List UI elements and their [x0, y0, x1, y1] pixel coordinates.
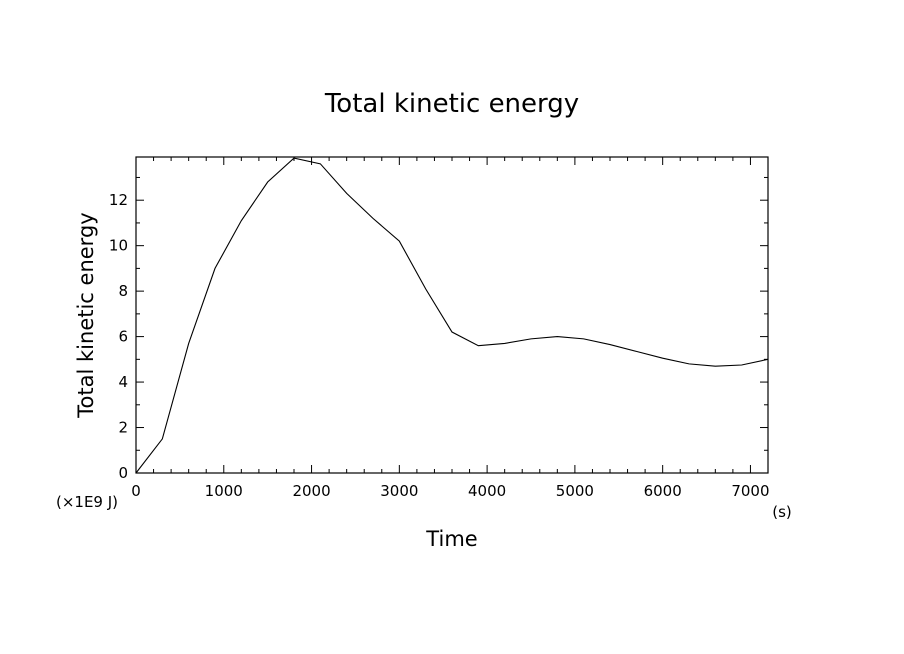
series-line: [135, 157, 769, 474]
x-tick-label: 3000: [380, 482, 418, 500]
x-tick-label: 7000: [731, 482, 769, 500]
x-tick-label: 2000: [292, 482, 330, 500]
y-tick-label: 4: [118, 373, 128, 391]
x-axis-tick-labels: 0 1000 2000 3000 4000 5000 6000 7000: [131, 482, 769, 500]
x-tick-label: 4000: [468, 482, 506, 500]
chart-title: Total kinetic energy: [324, 89, 579, 119]
y-axis-label: Total kinetic energy: [74, 212, 98, 418]
y-axis-unit: (×1E9 J): [56, 493, 118, 511]
y-tick-label: 12: [109, 191, 128, 209]
x-tick-label: 6000: [644, 482, 682, 500]
y-tick-label: 0: [118, 464, 128, 482]
y-tick-label: 10: [109, 237, 128, 255]
y-tick-label: 8: [118, 282, 128, 300]
x-axis-unit: (s): [772, 503, 792, 521]
x-axis-label: Time: [425, 527, 477, 551]
x-tick-label: 5000: [556, 482, 594, 500]
y-tick-label: 6: [118, 328, 128, 346]
y-tick-label: 2: [118, 419, 128, 437]
y-axis-ticks: [136, 176, 768, 474]
plot-frame: [135, 156, 769, 474]
x-tick-label: 1000: [205, 482, 243, 500]
x-tick-label: 0: [131, 482, 141, 500]
x-axis-ticks: [135, 157, 769, 473]
y-axis-tick-labels: 0 2 4 6 8 10 12: [109, 191, 128, 482]
